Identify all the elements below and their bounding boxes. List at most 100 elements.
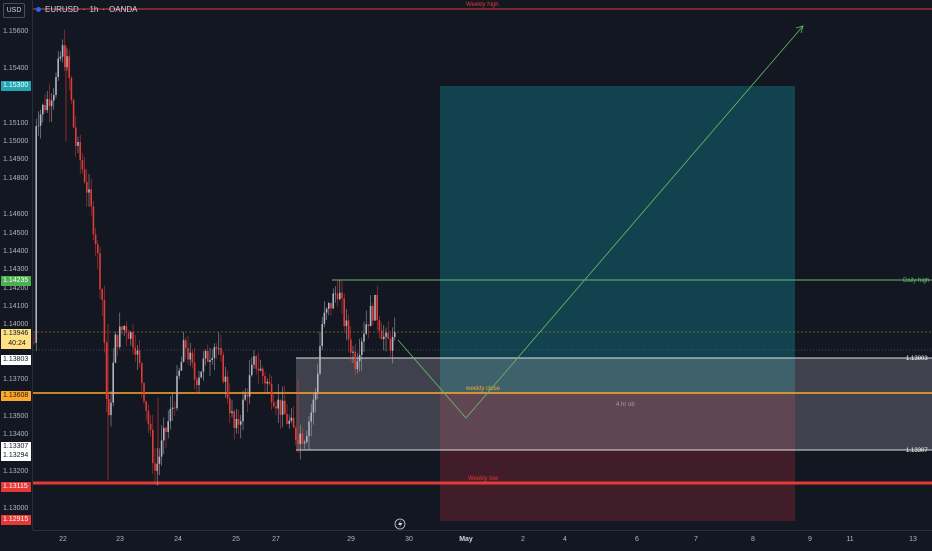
candle-body xyxy=(240,421,242,425)
time-label: 9 xyxy=(808,536,812,543)
badge-price: 1.13115 xyxy=(3,482,28,490)
candle-body xyxy=(33,342,35,344)
candle-body xyxy=(130,332,132,339)
candle-body xyxy=(171,407,174,409)
price-badge: 1.13946 40:24 xyxy=(1,329,31,350)
candle-body xyxy=(79,141,81,161)
candle-body xyxy=(365,324,367,334)
candle-body xyxy=(200,371,202,378)
target-zone[interactable] xyxy=(440,86,795,393)
badge-price: 1.13608 xyxy=(3,392,29,400)
currency-button[interactable]: USD xyxy=(3,3,25,18)
candle-body xyxy=(143,383,145,402)
candle-body xyxy=(233,411,235,428)
symbol-header[interactable]: EURUSD · 1h · OANDA xyxy=(36,5,137,14)
badge-price: 1.13294 xyxy=(3,452,29,459)
candle-body xyxy=(149,423,152,430)
badge-countdown: 40:24 xyxy=(8,340,26,348)
price-tick: 1.13200 xyxy=(3,467,29,475)
candle-body xyxy=(244,394,246,400)
time-label: 6 xyxy=(635,536,639,543)
candle-body xyxy=(229,398,231,414)
candle-body xyxy=(57,58,59,77)
ob-upper-price-label: 1.13803 xyxy=(906,356,928,362)
time-label: 24 xyxy=(174,536,182,543)
candle-body xyxy=(286,414,288,424)
price-tick: 1.13700 xyxy=(3,376,29,384)
badge-price: 1.13946 xyxy=(3,330,29,338)
candle-body xyxy=(83,169,86,182)
candle-body xyxy=(372,305,374,321)
candle-body xyxy=(242,399,244,422)
time-label: 4 xyxy=(563,536,567,543)
candle-body xyxy=(345,320,348,327)
time-label: 7 xyxy=(694,536,698,543)
candle-body xyxy=(211,358,213,360)
candle-body xyxy=(268,381,271,384)
candle-body xyxy=(77,141,79,146)
candle-body xyxy=(48,98,51,107)
candle-body xyxy=(299,433,301,445)
order-block-zone[interactable] xyxy=(296,358,932,450)
candle-body xyxy=(308,421,310,437)
candle-body xyxy=(154,463,156,471)
price-badge: 1.13608 xyxy=(1,391,31,402)
price-axis[interactable]: USD 1.15600 1.15400 1.15100 1.15000 1.14900 1… xyxy=(0,0,33,530)
candle-body xyxy=(92,206,95,235)
weekly-high-label: Weekly high xyxy=(466,2,499,8)
badge-price: 1.14235 xyxy=(3,277,29,285)
candle-body xyxy=(46,98,48,111)
price-tick: 1.14000 xyxy=(3,321,29,329)
candle-body xyxy=(136,350,139,355)
candle-body xyxy=(383,336,385,340)
candle-body xyxy=(361,341,363,355)
candle-body xyxy=(198,377,200,386)
candle-body xyxy=(325,308,328,313)
candle-body xyxy=(191,352,194,363)
candle-body xyxy=(281,400,284,415)
stop-zone[interactable] xyxy=(440,393,795,521)
candle-body xyxy=(99,253,101,290)
candle-body xyxy=(75,127,77,146)
candle-body xyxy=(119,326,121,348)
candle-body xyxy=(88,189,90,193)
lightning-icon[interactable] xyxy=(394,518,406,530)
ob-lower-price-label: 1.13307 xyxy=(906,448,928,454)
candle-body xyxy=(270,383,273,403)
candle-body xyxy=(363,333,365,342)
candle-body xyxy=(215,347,218,349)
candle-body xyxy=(306,436,308,443)
price-badge: 1.13803 xyxy=(1,355,31,366)
candle-body xyxy=(158,456,161,464)
candle-body xyxy=(174,407,176,409)
price-tick: 1.14100 xyxy=(3,302,29,310)
candle-body xyxy=(196,379,198,386)
candle-body xyxy=(231,411,233,414)
time-label: May xyxy=(459,536,473,543)
price-tick: 1.14300 xyxy=(3,266,29,274)
candle-body xyxy=(347,320,350,340)
projection-path[interactable] xyxy=(397,25,804,419)
price-tick: 1.14500 xyxy=(3,229,29,237)
candle-body xyxy=(209,359,211,362)
candle-body xyxy=(380,330,383,340)
time-axis[interactable] xyxy=(33,530,932,551)
candle-body xyxy=(68,56,70,78)
weekly-low-label: Weekly low xyxy=(468,476,499,482)
time-label: 8 xyxy=(751,536,755,543)
candle-body xyxy=(97,244,99,254)
candle-body xyxy=(37,125,40,127)
projection-arrowhead xyxy=(795,25,804,34)
candle-body xyxy=(53,95,55,101)
price-tick: 1.14200 xyxy=(3,284,29,292)
candle-body xyxy=(332,293,334,309)
candle-body xyxy=(44,104,46,111)
candle-body xyxy=(178,370,180,376)
price-badge: 1.12915 xyxy=(1,515,31,525)
candle-body xyxy=(138,350,141,364)
candle-body xyxy=(127,332,130,339)
price-tick: 1.15400 xyxy=(3,64,29,72)
candle-body xyxy=(125,326,128,333)
time-label: 25 xyxy=(232,536,240,543)
